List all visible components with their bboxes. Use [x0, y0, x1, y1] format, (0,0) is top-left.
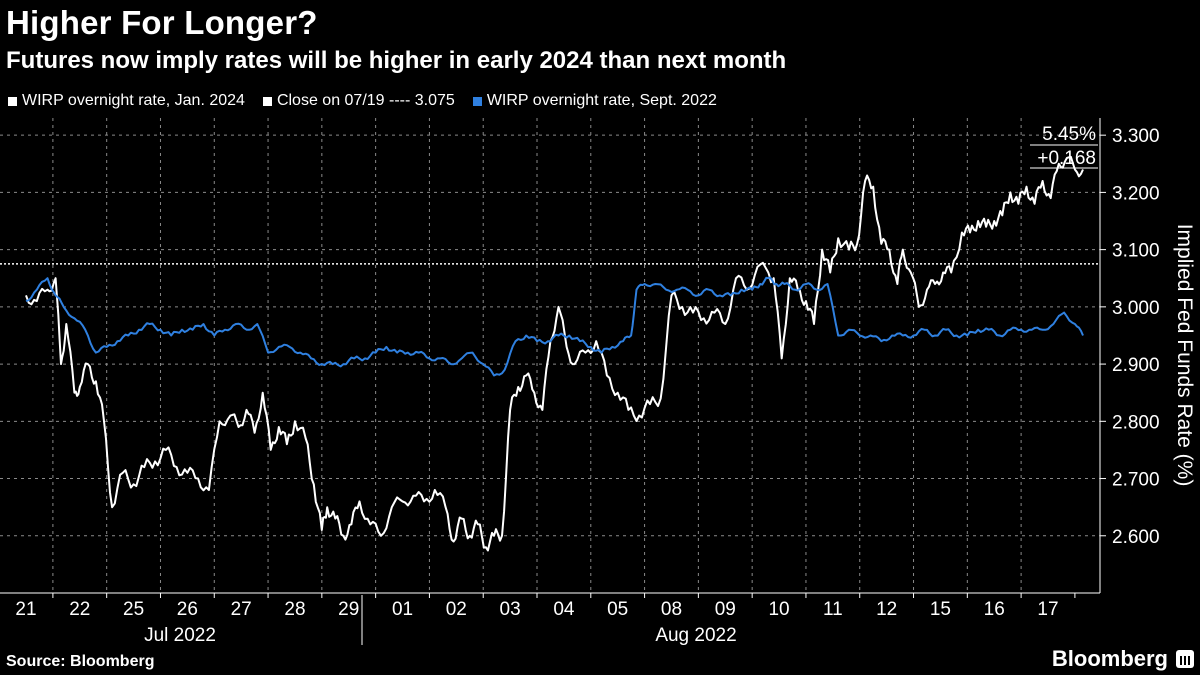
y-tick-label: 3.000 [1112, 298, 1160, 319]
series-lines [25, 155, 1084, 552]
month-label-jul: Jul 2022 [144, 625, 216, 646]
legend-label-close: Close on 07/19 ---- 3.075 [276, 92, 455, 109]
x-tick-label: 12 [876, 599, 897, 620]
legend-swatch-white [8, 96, 17, 106]
x-tick-label: 16 [984, 599, 1005, 620]
grid [0, 118, 1100, 593]
y-tick-label: 3.100 [1112, 241, 1160, 262]
y-tick-label: 3.300 [1112, 126, 1160, 147]
month-label-aug: Aug 2022 [655, 625, 736, 646]
legend-item-close: Close on 07/19 ---- 3.075 [262, 92, 455, 110]
y-tick-label: 2.900 [1112, 355, 1160, 376]
legend: WIRP overnight rate, Jan. 2024 Close on … [8, 92, 717, 110]
x-tick-label: 27 [231, 599, 252, 620]
legend-swatch-close [262, 96, 272, 106]
y-tick-label: 2.700 [1112, 470, 1160, 491]
x-tick-label: 01 [392, 599, 413, 620]
chart-subtitle: Futures now imply rates will be higher i… [6, 47, 787, 74]
x-tick-label: 08 [661, 599, 682, 620]
annotation-change-label: +0.168 [1037, 148, 1096, 169]
annotations: 5.45% +0.168 [1030, 124, 1098, 169]
axes [0, 118, 1101, 645]
x-tick-label: 17 [1037, 599, 1058, 620]
x-tick-label: 09 [715, 599, 736, 620]
x-tick-label: 02 [446, 599, 467, 620]
x-tick-label: 21 [15, 599, 36, 620]
source-note: Source: Bloomberg [6, 653, 155, 670]
x-tick-label: 22 [69, 599, 90, 620]
y-tick-label: 2.600 [1112, 527, 1160, 548]
x-tick-label: 03 [500, 599, 521, 620]
series-line-jan-2024 [25, 155, 1084, 552]
legend-label-sept-2022: WIRP overnight rate, Sept. 2022 [486, 92, 717, 109]
brand-name: Bloomberg [1051, 646, 1168, 671]
x-tick-label: 25 [123, 599, 144, 620]
series-line-sept-2022 [25, 276, 1084, 377]
bloomberg-chart-icon [1176, 650, 1194, 668]
y-ticks: 3.300 3.200 3.100 3.000 2.900 2.800 2.700 2.600 [1100, 126, 1160, 548]
legend-label-jan-2024: WIRP overnight rate, Jan. 2024 [22, 92, 245, 109]
x-ticks: 21 22 25 26 27 28 29 01 02 03 04 05 08 09 10 11 12 15 16 17 [15, 593, 1076, 620]
x-tick-label: 05 [607, 599, 628, 620]
legend-item-jan-2024: WIRP overnight rate, Jan. 2024 [8, 92, 245, 110]
y-tick-label: 3.200 [1112, 183, 1160, 204]
y-axis-label: Implied Fed Funds Rate (%) [1173, 224, 1196, 487]
chart-title: Higher For Longer? [6, 4, 318, 41]
legend-swatch-blue [472, 96, 482, 106]
x-tick-label: 04 [553, 599, 575, 620]
y-tick-label: 2.800 [1112, 412, 1160, 433]
legend-item-sept-2022: WIRP overnight rate, Sept. 2022 [472, 92, 717, 110]
annotation-top-label: 5.45% [1042, 124, 1096, 145]
brand-logo: Bloomberg [1052, 646, 1194, 672]
x-tick-label: 28 [284, 599, 305, 620]
x-tick-label: 29 [338, 599, 359, 620]
x-tick-label: 15 [930, 599, 951, 620]
x-tick-label: 10 [768, 599, 789, 620]
x-tick-label: 11 [823, 599, 843, 620]
x-tick-label: 26 [177, 599, 198, 620]
